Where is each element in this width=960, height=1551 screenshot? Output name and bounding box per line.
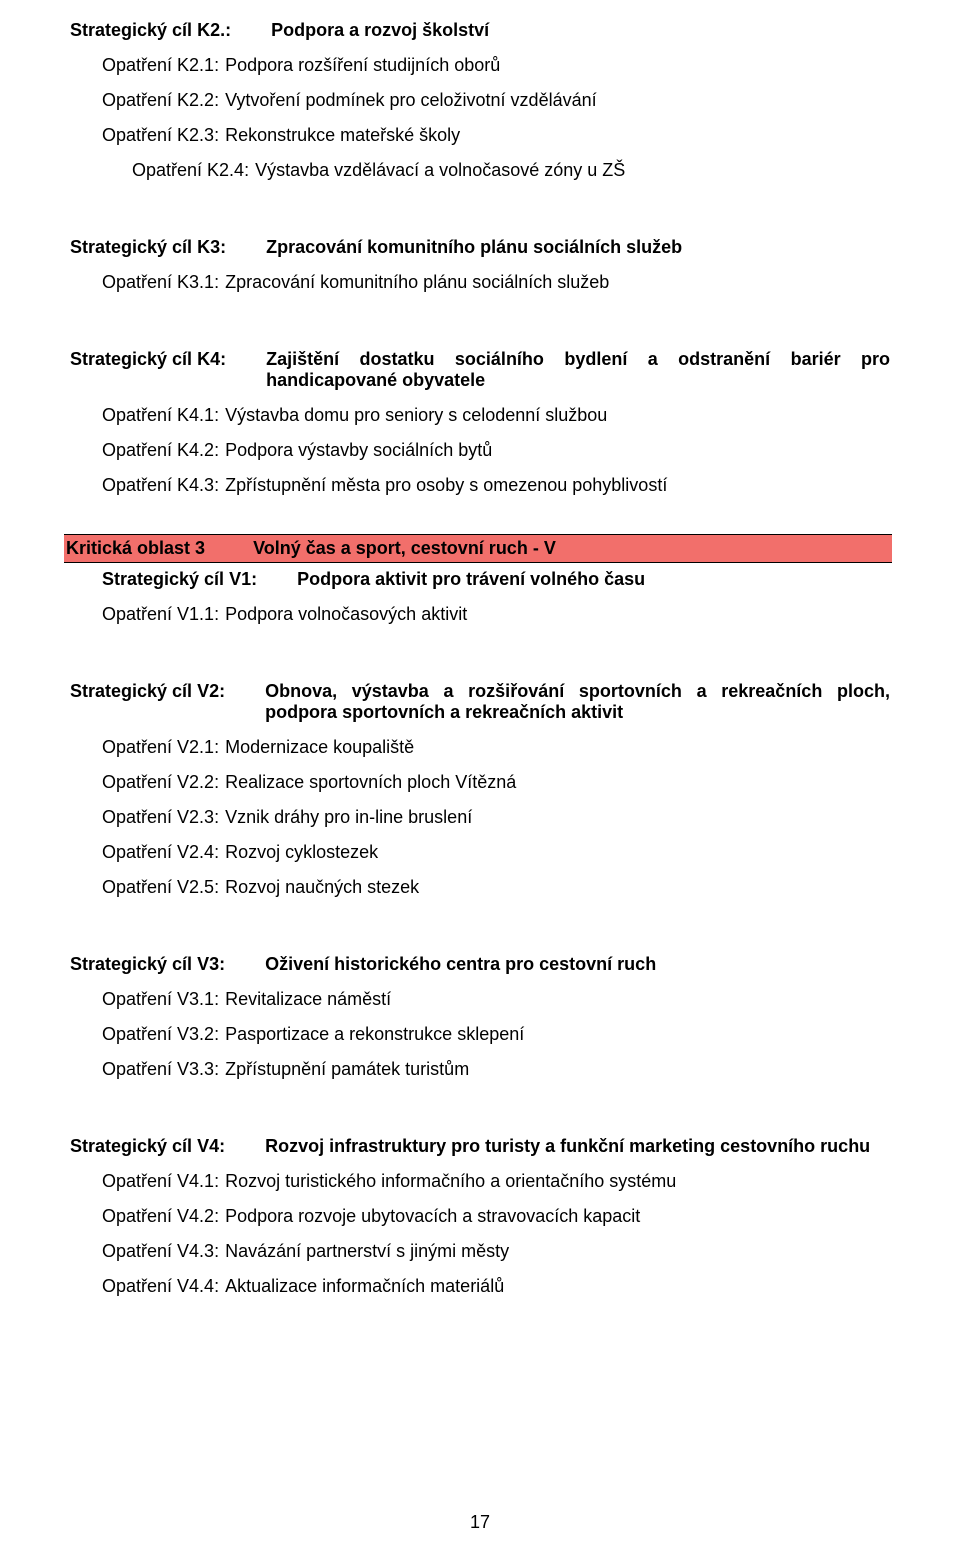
measure-text: Aktualizace informačních materiálů xyxy=(225,1276,890,1297)
area-3-title: Volný čas a sport, cestovní ruch - V xyxy=(253,538,556,559)
measure-line: Opatření K4.2: Podpora výstavby sociální… xyxy=(102,440,890,461)
measure-text: Zpřístupnění města pro osoby s omezenou … xyxy=(225,475,890,496)
measure-text: Rozvoj naučných stezek xyxy=(225,877,890,898)
measure-text: Zpracování komunitního plánu sociálních … xyxy=(225,272,890,293)
measure-label: Opatření V3.3: xyxy=(102,1059,219,1080)
measure-label: Opatření V2.2: xyxy=(102,772,219,793)
measure-label: Opatření V2.3: xyxy=(102,807,219,828)
goal-k4-label: Strategický cíl K4: xyxy=(70,349,226,391)
goal-k2-label: Strategický cíl K2.: xyxy=(70,20,231,41)
measure-label: Opatření K4.3: xyxy=(102,475,219,496)
measure-text: Zpřístupnění památek turistům xyxy=(225,1059,890,1080)
goal-k4: Strategický cíl K4: Zajištění dostatku s… xyxy=(70,349,890,391)
goal-v4: Strategický cíl V4: Rozvoj infrastruktur… xyxy=(70,1136,890,1157)
goal-v4-title: Rozvoj infrastruktury pro turisty a funk… xyxy=(265,1136,890,1157)
measure-line: Opatření V1.1: Podpora volnočasových akt… xyxy=(102,604,890,625)
measure-label: Opatření V2.4: xyxy=(102,842,219,863)
measure-text: Výstavba vzdělávací a volnočasové zóny u… xyxy=(255,160,890,181)
measure-label: Opatření K2.2: xyxy=(102,90,219,111)
measure-line: Opatření V2.3: Vznik dráhy pro in-line b… xyxy=(102,807,890,828)
goal-v4-label: Strategický cíl V4: xyxy=(70,1136,225,1157)
measure-label: Opatření V4.2: xyxy=(102,1206,219,1227)
measure-text: Pasportizace a rekonstrukce sklepení xyxy=(225,1024,890,1045)
measure-label: Opatření V3.1: xyxy=(102,989,219,1010)
measure-label: Opatření K2.3: xyxy=(102,125,219,146)
measure-line: Opatření K3.1: Zpracování komunitního pl… xyxy=(102,272,890,293)
measure-line: Opatření V2.2: Realizace sportovních plo… xyxy=(102,772,890,793)
measure-text: Rekonstrukce mateřské školy xyxy=(225,125,890,146)
sub-measure-line: Opatření K2.4: Výstavba vzdělávací a vol… xyxy=(132,160,890,181)
measure-line: Opatření V4.3: Navázání partnerství s ji… xyxy=(102,1241,890,1262)
measure-label: Opatření K2.1: xyxy=(102,55,219,76)
measure-line: Opatření K2.1: Podpora rozšíření studijn… xyxy=(102,55,890,76)
goal-k3-title: Zpracování komunitního plánu sociálních … xyxy=(266,237,890,258)
measure-line: Opatření V2.4: Rozvoj cyklostezek xyxy=(102,842,890,863)
measure-label: Opatření V2.1: xyxy=(102,737,219,758)
goal-v3: Strategický cíl V3: Oživení historického… xyxy=(70,954,890,975)
goal-k2-title: Podpora a rozvoj školství xyxy=(271,20,890,41)
goal-v1: Strategický cíl V1: Podpora aktivit pro … xyxy=(102,569,890,590)
document-page: Strategický cíl K2.: Podpora a rozvoj šk… xyxy=(0,0,960,1551)
measure-text: Vznik dráhy pro in-line bruslení xyxy=(225,807,890,828)
goal-v2-title: Obnova, výstavba a rozšiřování sportovní… xyxy=(265,681,890,723)
measure-label: Opatření K4.1: xyxy=(102,405,219,426)
measure-line: Opatření K2.2: Vytvoření podmínek pro ce… xyxy=(102,90,890,111)
measure-label: Opatření K3.1: xyxy=(102,272,219,293)
measure-line: Opatření K4.1: Výstavba domu pro seniory… xyxy=(102,405,890,426)
area-3-label: Kritická oblast 3 xyxy=(66,538,205,559)
measure-text: Revitalizace náměstí xyxy=(225,989,890,1010)
measure-line: Opatření K2.3: Rekonstrukce mateřské ško… xyxy=(102,125,890,146)
measure-label: Opatření V4.3: xyxy=(102,1241,219,1262)
measure-text: Rozvoj cyklostezek xyxy=(225,842,890,863)
goal-v2-label: Strategický cíl V2: xyxy=(70,681,225,723)
measure-text: Výstavba domu pro seniory s celodenní sl… xyxy=(225,405,890,426)
measure-line: Opatření V2.1: Modernizace koupaliště xyxy=(102,737,890,758)
goal-k2: Strategický cíl K2.: Podpora a rozvoj šk… xyxy=(70,20,890,41)
goal-v1-label: Strategický cíl V1: xyxy=(102,569,257,590)
goal-v3-label: Strategický cíl V3: xyxy=(70,954,225,975)
goal-k4-title: Zajištění dostatku sociálního bydlení a … xyxy=(266,349,890,391)
measure-label: Opatření V3.2: xyxy=(102,1024,219,1045)
measure-line: Opatření V4.4: Aktualizace informačních … xyxy=(102,1276,890,1297)
measure-label: Opatření V4.4: xyxy=(102,1276,219,1297)
measure-text: Navázání partnerství s jinými městy xyxy=(225,1241,890,1262)
measure-line: Opatření V4.1: Rozvoj turistického infor… xyxy=(102,1171,890,1192)
measure-text: Rozvoj turistického informačního a orien… xyxy=(225,1171,890,1192)
measure-line: Opatření V2.5: Rozvoj naučných stezek xyxy=(102,877,890,898)
measure-text: Vytvoření podmínek pro celoživotní vzděl… xyxy=(225,90,890,111)
page-number: 17 xyxy=(0,1512,960,1533)
measure-label: Opatření K2.4: xyxy=(132,160,249,181)
measure-text: Podpora volnočasových aktivit xyxy=(225,604,890,625)
measure-label: Opatření V4.1: xyxy=(102,1171,219,1192)
measure-text: Modernizace koupaliště xyxy=(225,737,890,758)
measure-text: Podpora rozvoje ubytovacích a stravovací… xyxy=(225,1206,890,1227)
measure-line: Opatření V3.1: Revitalizace náměstí xyxy=(102,989,890,1010)
measure-label: Opatření K4.2: xyxy=(102,440,219,461)
measure-line: Opatření V4.2: Podpora rozvoje ubytovací… xyxy=(102,1206,890,1227)
goal-k3: Strategický cíl K3: Zpracování komunitní… xyxy=(70,237,890,258)
measure-line: Opatření V3.3: Zpřístupnění památek turi… xyxy=(102,1059,890,1080)
goal-k3-label: Strategický cíl K3: xyxy=(70,237,226,258)
measure-line: Opatření K4.3: Zpřístupnění města pro os… xyxy=(102,475,890,496)
goal-v3-title: Oživení historického centra pro cestovní… xyxy=(265,954,890,975)
critical-area-3-header: Kritická oblast 3 Volný čas a sport, ces… xyxy=(64,534,892,563)
measure-line: Opatření V3.2: Pasportizace a rekonstruk… xyxy=(102,1024,890,1045)
measure-label: Opatření V2.5: xyxy=(102,877,219,898)
goal-v1-title: Podpora aktivit pro trávení volného času xyxy=(297,569,890,590)
measure-text: Podpora výstavby sociálních bytů xyxy=(225,440,890,461)
measure-text: Realizace sportovních ploch Vítězná xyxy=(225,772,890,793)
measure-label: Opatření V1.1: xyxy=(102,604,219,625)
goal-v2: Strategický cíl V2: Obnova, výstavba a r… xyxy=(70,681,890,723)
measure-text: Podpora rozšíření studijních oborů xyxy=(225,55,890,76)
